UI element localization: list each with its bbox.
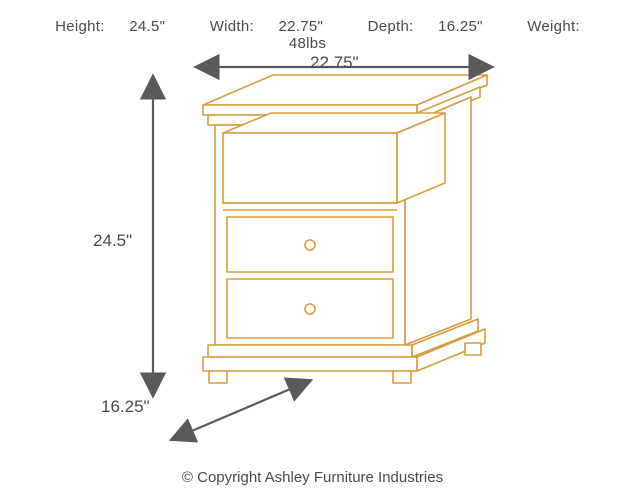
spec-depth: Depth: 16.25" bbox=[358, 18, 493, 35]
copyright-text: © Copyright Ashley Furniture Industries bbox=[0, 469, 625, 486]
drawing-svg bbox=[95, 45, 535, 445]
dim-depth-label: 16.25" bbox=[101, 397, 150, 417]
furniture-drawing: 22.75" 24.5" 16.25" bbox=[95, 45, 535, 445]
spec-width: Width: 22.75" bbox=[200, 18, 333, 35]
diagram-container: Height: 24.5" Width: 22.75" Depth: 16.25… bbox=[0, 0, 625, 500]
dim-height-label: 24.5" bbox=[93, 231, 132, 251]
spec-height: Height: 24.5" bbox=[45, 18, 175, 35]
dim-width-label: 22.75" bbox=[310, 53, 359, 73]
